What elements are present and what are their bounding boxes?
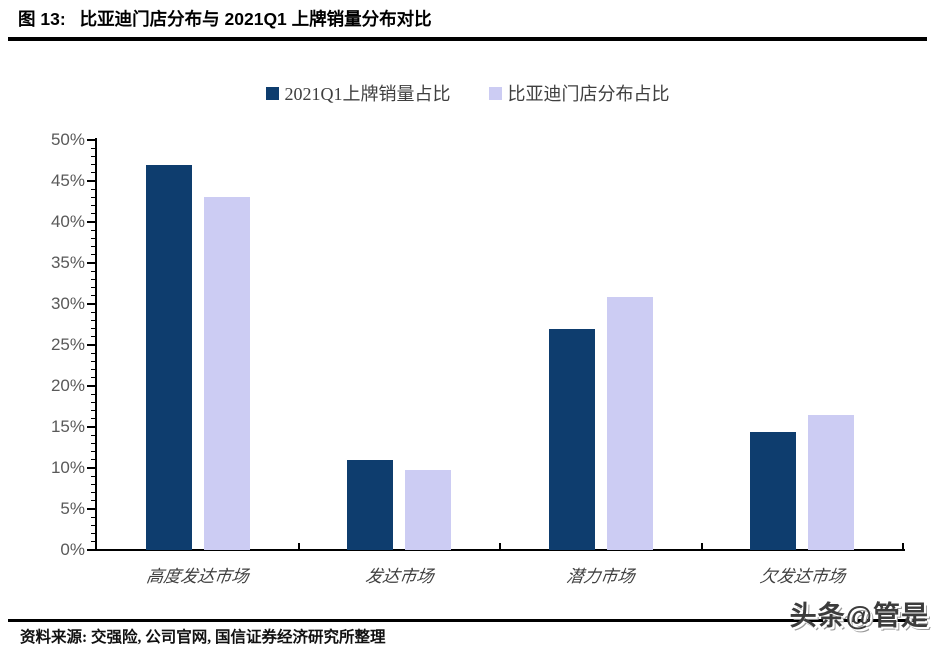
y-minor-tick xyxy=(91,524,95,526)
y-minor-tick xyxy=(91,352,95,354)
legend-label: 比亚迪门店分布占比 xyxy=(507,84,670,104)
legend-label: 2021Q1上牌销量占比 xyxy=(284,84,451,104)
y-minor-tick xyxy=(91,418,95,420)
y-minor-tick xyxy=(91,377,95,379)
chart-legend: 2021Q1上牌销量占比 比亚迪门店分布占比 xyxy=(0,80,935,106)
y-minor-tick xyxy=(91,492,95,494)
y-major-tick xyxy=(87,180,95,182)
bar xyxy=(548,328,595,550)
y-tick-label: 50% xyxy=(50,130,85,149)
y-minor-tick xyxy=(91,188,95,190)
y-minor-tick xyxy=(91,516,95,518)
y-major-tick xyxy=(87,344,95,346)
y-minor-tick xyxy=(91,155,95,157)
x-boundary-tick xyxy=(297,543,300,550)
x-category-label: 潜力市场 xyxy=(565,567,636,586)
y-major-tick xyxy=(87,549,95,551)
y-minor-tick xyxy=(91,483,95,485)
y-tick-label: 0% xyxy=(60,540,85,559)
title-divider-rule xyxy=(8,37,927,41)
y-minor-tick xyxy=(91,205,95,207)
x-boundary-tick xyxy=(902,543,904,550)
legend-swatch xyxy=(488,86,502,100)
y-minor-tick xyxy=(91,213,95,215)
watermark: 头条@管是 xyxy=(789,601,929,631)
x-category-label: 发达市场 xyxy=(363,567,435,586)
y-major-tick xyxy=(87,139,95,141)
y-major-tick xyxy=(87,467,95,469)
y-tick-label: 5% xyxy=(60,499,85,518)
bar xyxy=(606,297,653,550)
y-minor-tick xyxy=(91,254,95,256)
bar xyxy=(750,431,797,550)
y-minor-tick xyxy=(91,541,95,543)
figure-title-text: 比亚迪门店分布与 2021Q1 上牌销量分布对比 xyxy=(79,9,432,29)
y-tick-label: 30% xyxy=(50,294,85,313)
y-minor-tick xyxy=(91,270,95,272)
y-major-tick xyxy=(87,426,95,428)
y-minor-tick xyxy=(91,442,95,444)
y-minor-tick xyxy=(91,533,95,535)
y-minor-tick xyxy=(91,229,95,231)
x-axis-line xyxy=(95,549,905,551)
y-axis-line xyxy=(95,138,97,551)
y-tick-label: 35% xyxy=(50,253,85,272)
y-minor-tick xyxy=(91,295,95,297)
y-minor-tick xyxy=(91,328,95,330)
legend-item: 比亚迪门店分布占比 xyxy=(488,80,670,106)
y-minor-tick xyxy=(91,246,95,248)
y-major-tick xyxy=(87,262,95,264)
y-minor-tick xyxy=(91,336,95,338)
y-tick-label: 15% xyxy=(50,417,85,436)
y-minor-tick xyxy=(91,147,95,149)
footer-divider-rule xyxy=(8,619,927,622)
bar xyxy=(347,459,394,550)
y-minor-tick xyxy=(91,459,95,461)
x-category-label: 欠发达市场 xyxy=(758,567,846,586)
y-minor-tick xyxy=(91,434,95,436)
y-minor-tick xyxy=(91,401,95,403)
y-minor-tick xyxy=(91,410,95,412)
y-minor-tick xyxy=(91,500,95,502)
y-major-tick xyxy=(87,221,95,223)
x-boundary-tick xyxy=(499,543,501,550)
y-major-tick xyxy=(87,508,95,510)
legend-swatch xyxy=(265,86,279,100)
y-minor-tick xyxy=(91,287,95,289)
y-minor-tick xyxy=(91,369,95,371)
y-tick-label: 25% xyxy=(50,335,85,354)
bar xyxy=(145,164,192,550)
y-minor-tick xyxy=(91,237,95,239)
bar xyxy=(405,470,452,550)
source-note: 资料来源: 交强险, 公司官网, 国信证券经济研究所整理 xyxy=(20,629,386,646)
y-tick-label: 40% xyxy=(50,212,85,231)
y-minor-tick xyxy=(91,393,95,395)
x-category-label: 高度发达市场 xyxy=(145,567,250,586)
y-minor-tick xyxy=(91,451,95,453)
x-boundary-tick xyxy=(700,543,703,550)
figure-title: 图 13: 比亚迪门店分布与 2021Q1 上牌销量分布对比 xyxy=(18,6,432,31)
y-major-tick xyxy=(87,385,95,387)
y-minor-tick xyxy=(91,311,95,313)
bar xyxy=(203,197,250,550)
y-tick-label: 10% xyxy=(50,458,85,477)
y-major-tick xyxy=(87,303,95,305)
y-minor-tick xyxy=(91,319,95,321)
y-minor-tick xyxy=(91,278,95,280)
y-minor-tick xyxy=(91,475,95,477)
legend-item: 2021Q1上牌销量占比 xyxy=(265,80,451,106)
y-tick-label: 45% xyxy=(50,171,85,190)
figure-number-label: 图 13: xyxy=(18,9,66,29)
y-minor-tick xyxy=(91,196,95,198)
y-minor-tick xyxy=(91,360,95,362)
bar xyxy=(808,414,855,550)
y-minor-tick xyxy=(91,164,95,166)
y-minor-tick xyxy=(91,172,95,174)
y-tick-label: 20% xyxy=(50,376,85,395)
